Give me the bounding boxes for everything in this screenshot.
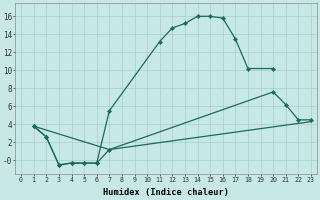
X-axis label: Humidex (Indice chaleur): Humidex (Indice chaleur) [103,188,229,197]
